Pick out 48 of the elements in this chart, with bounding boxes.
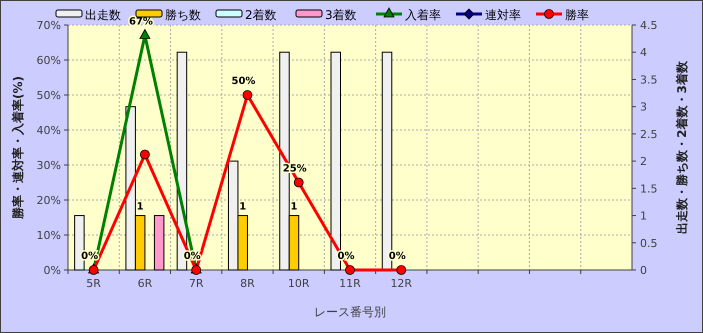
legend-label: 3着数	[325, 8, 357, 22]
data-label: 0%	[184, 251, 201, 262]
y2-tick-label: 4.5	[640, 19, 658, 32]
y2-tick-label: 3.5	[640, 73, 658, 86]
data-label: 67%	[128, 16, 153, 28]
y2-tick-label: 1	[640, 210, 647, 223]
x-tick-label: 12R	[390, 277, 412, 290]
y-tick-label: 50%	[36, 89, 61, 102]
point	[140, 150, 150, 160]
x-tick-label: 11R	[339, 277, 362, 290]
y-tick-label: 0%	[44, 264, 61, 277]
legend-label: 連対率	[485, 8, 521, 22]
x-tick-label: 10R	[288, 277, 310, 290]
x-axis-title: レース番号別	[314, 305, 386, 319]
legend-label: 勝ち数	[165, 8, 201, 22]
y2-tick-label: 2	[640, 155, 647, 168]
y2-tick-label: 0	[640, 264, 647, 277]
y2-tick-label: 1.5	[640, 182, 658, 196]
y-tick-label: 20%	[36, 194, 61, 207]
y-tick-label: 60%	[36, 54, 61, 67]
x-tick-label: 7R	[188, 277, 204, 290]
legend-label: 入着率	[405, 8, 441, 22]
data-label: 50%	[231, 76, 256, 87]
y-tick-label: 10%	[36, 229, 61, 242]
point	[140, 29, 150, 39]
y2-tick-label: 3	[640, 100, 647, 114]
x-tick-label: 5R	[86, 277, 102, 290]
y-tick-label: 40%	[36, 124, 61, 137]
y2-tick-label: 4	[640, 46, 647, 60]
data-label: 1	[290, 202, 298, 213]
y2-tick-label: 2.5	[640, 128, 658, 141]
y-axis-title: 勝率・連対率・入着率(%)	[11, 76, 25, 220]
y2-axis-title: 出走数・勝ち数・2着数・3着数	[675, 60, 689, 234]
point	[242, 90, 252, 100]
legend-label: 2着数	[245, 8, 277, 22]
x-tick-label: 6R	[138, 277, 153, 290]
legend-label: 勝率	[565, 8, 589, 22]
legend-label: 出走数	[85, 8, 121, 22]
y-tick-label: 70%	[36, 19, 61, 32]
y2-tick-label: 0.5	[640, 236, 658, 250]
point	[294, 178, 304, 188]
y-tick-label: 30%	[36, 159, 61, 172]
data-label: 1	[239, 202, 246, 213]
bar	[154, 215, 164, 270]
data-label: 1	[136, 202, 144, 213]
point	[396, 265, 406, 275]
x-tick-label: 8R	[240, 277, 256, 290]
point	[345, 265, 355, 275]
